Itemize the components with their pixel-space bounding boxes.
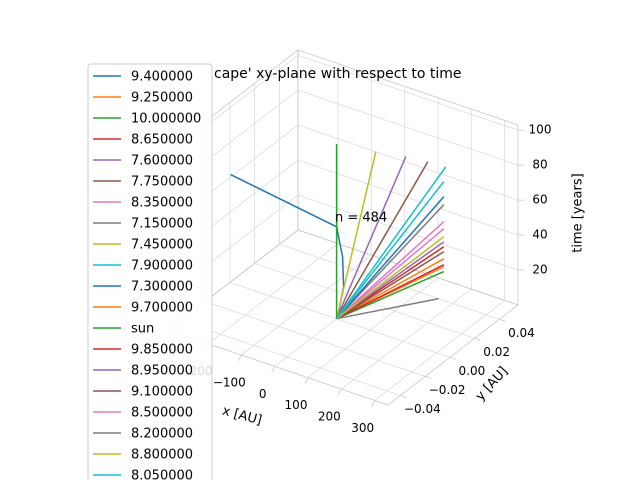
legend-label: 8.650000 bbox=[131, 133, 193, 148]
grid-line bbox=[180, 320, 401, 396]
labels: −200−1000100200300−0.04−0.020.000.020.04… bbox=[180, 123, 552, 435]
series-line bbox=[336, 264, 445, 320]
legend-label: 8.350000 bbox=[131, 196, 193, 211]
tick-mark bbox=[237, 354, 242, 362]
legend-label: 10.000000 bbox=[131, 112, 201, 127]
series-line bbox=[336, 258, 445, 320]
x-axis-label: x [AU] bbox=[221, 404, 264, 429]
legend-label: 8.950000 bbox=[131, 364, 193, 379]
z-tick-label: 40 bbox=[532, 228, 547, 242]
z-tick-label: 100 bbox=[529, 123, 552, 137]
series-line bbox=[336, 297, 439, 320]
legend-label: 9.250000 bbox=[131, 91, 193, 106]
tick-mark bbox=[337, 388, 342, 396]
legend-label: sun bbox=[131, 322, 154, 337]
tick-mark bbox=[271, 366, 276, 373]
z-axis-label: time [years] bbox=[571, 173, 586, 252]
annotation: n = 484 bbox=[335, 211, 387, 226]
x-tick-label: 200 bbox=[318, 410, 341, 424]
legend-label: 8.500000 bbox=[131, 406, 193, 421]
grid-line bbox=[297, 89, 519, 166]
grid-line bbox=[279, 243, 500, 320]
panes bbox=[167, 49, 519, 406]
legend-label: 8.050000 bbox=[131, 469, 193, 480]
x-tick-label: −100 bbox=[213, 376, 246, 390]
y-tick-label: −0.02 bbox=[429, 383, 466, 397]
series-line bbox=[336, 251, 445, 320]
legend-label: 9.700000 bbox=[131, 301, 193, 316]
series-line bbox=[336, 196, 445, 320]
tick-mark bbox=[371, 400, 376, 407]
grid-line bbox=[374, 300, 505, 401]
grid-line bbox=[207, 243, 339, 344]
grid-line bbox=[241, 254, 372, 356]
tick-mark bbox=[474, 337, 481, 341]
series-line bbox=[336, 221, 445, 320]
legend-label: 7.900000 bbox=[131, 259, 193, 274]
legend-label: 7.450000 bbox=[131, 238, 193, 253]
x-tick-label: 300 bbox=[351, 421, 374, 435]
series-line bbox=[336, 270, 445, 320]
chart-title: cape' xy-plane with respect to time bbox=[214, 66, 462, 82]
tick-mark bbox=[449, 357, 457, 360]
x-tick-label: 100 bbox=[285, 398, 308, 412]
series-line bbox=[336, 228, 445, 320]
y-tick-label: 0.04 bbox=[508, 326, 535, 340]
legend-label: 9.850000 bbox=[131, 343, 193, 358]
z-tick-label: 20 bbox=[532, 263, 547, 277]
grid-line bbox=[297, 159, 519, 236]
legend-label: 7.600000 bbox=[131, 154, 193, 169]
tick-mark bbox=[304, 377, 309, 384]
legend-label: 9.400000 bbox=[131, 70, 193, 85]
legend-label: 7.150000 bbox=[131, 217, 193, 232]
tick-mark bbox=[499, 318, 506, 322]
legend-label: 7.300000 bbox=[131, 280, 193, 295]
grid-line bbox=[297, 124, 519, 201]
grid-line bbox=[307, 277, 439, 379]
grid-line bbox=[341, 288, 472, 390]
x-tick-label: 0 bbox=[259, 387, 267, 401]
legend: 9.400000 9.250000 10.000000 8.650000 7.60000… bbox=[87, 63, 213, 480]
grid-line bbox=[297, 54, 519, 131]
series-line bbox=[336, 204, 445, 320]
series-line bbox=[335, 161, 429, 320]
legend-label: 8.800000 bbox=[131, 448, 193, 463]
legend-label: 9.100000 bbox=[131, 385, 193, 400]
y-tick-label: −0.04 bbox=[404, 402, 441, 416]
grid bbox=[167, 54, 524, 407]
z-tick-label: 80 bbox=[532, 158, 547, 172]
series-line bbox=[336, 236, 445, 320]
legend-label: 8.200000 bbox=[131, 427, 193, 442]
z-tick-label: 60 bbox=[532, 193, 547, 207]
grid-line bbox=[229, 282, 451, 358]
series-line bbox=[335, 156, 407, 319]
series-line bbox=[335, 151, 377, 319]
tick-mark bbox=[400, 395, 407, 398]
tick-mark bbox=[425, 376, 432, 379]
series-line bbox=[336, 181, 445, 320]
grid-line bbox=[205, 301, 426, 377]
lines bbox=[230, 144, 447, 320]
series-line bbox=[335, 166, 447, 320]
y-tick-label: 0.02 bbox=[483, 345, 510, 359]
legend-box bbox=[87, 63, 213, 480]
grid-line bbox=[297, 194, 519, 271]
legend-label: 7.750000 bbox=[131, 175, 193, 190]
y-tick-label: 0.00 bbox=[459, 364, 486, 378]
